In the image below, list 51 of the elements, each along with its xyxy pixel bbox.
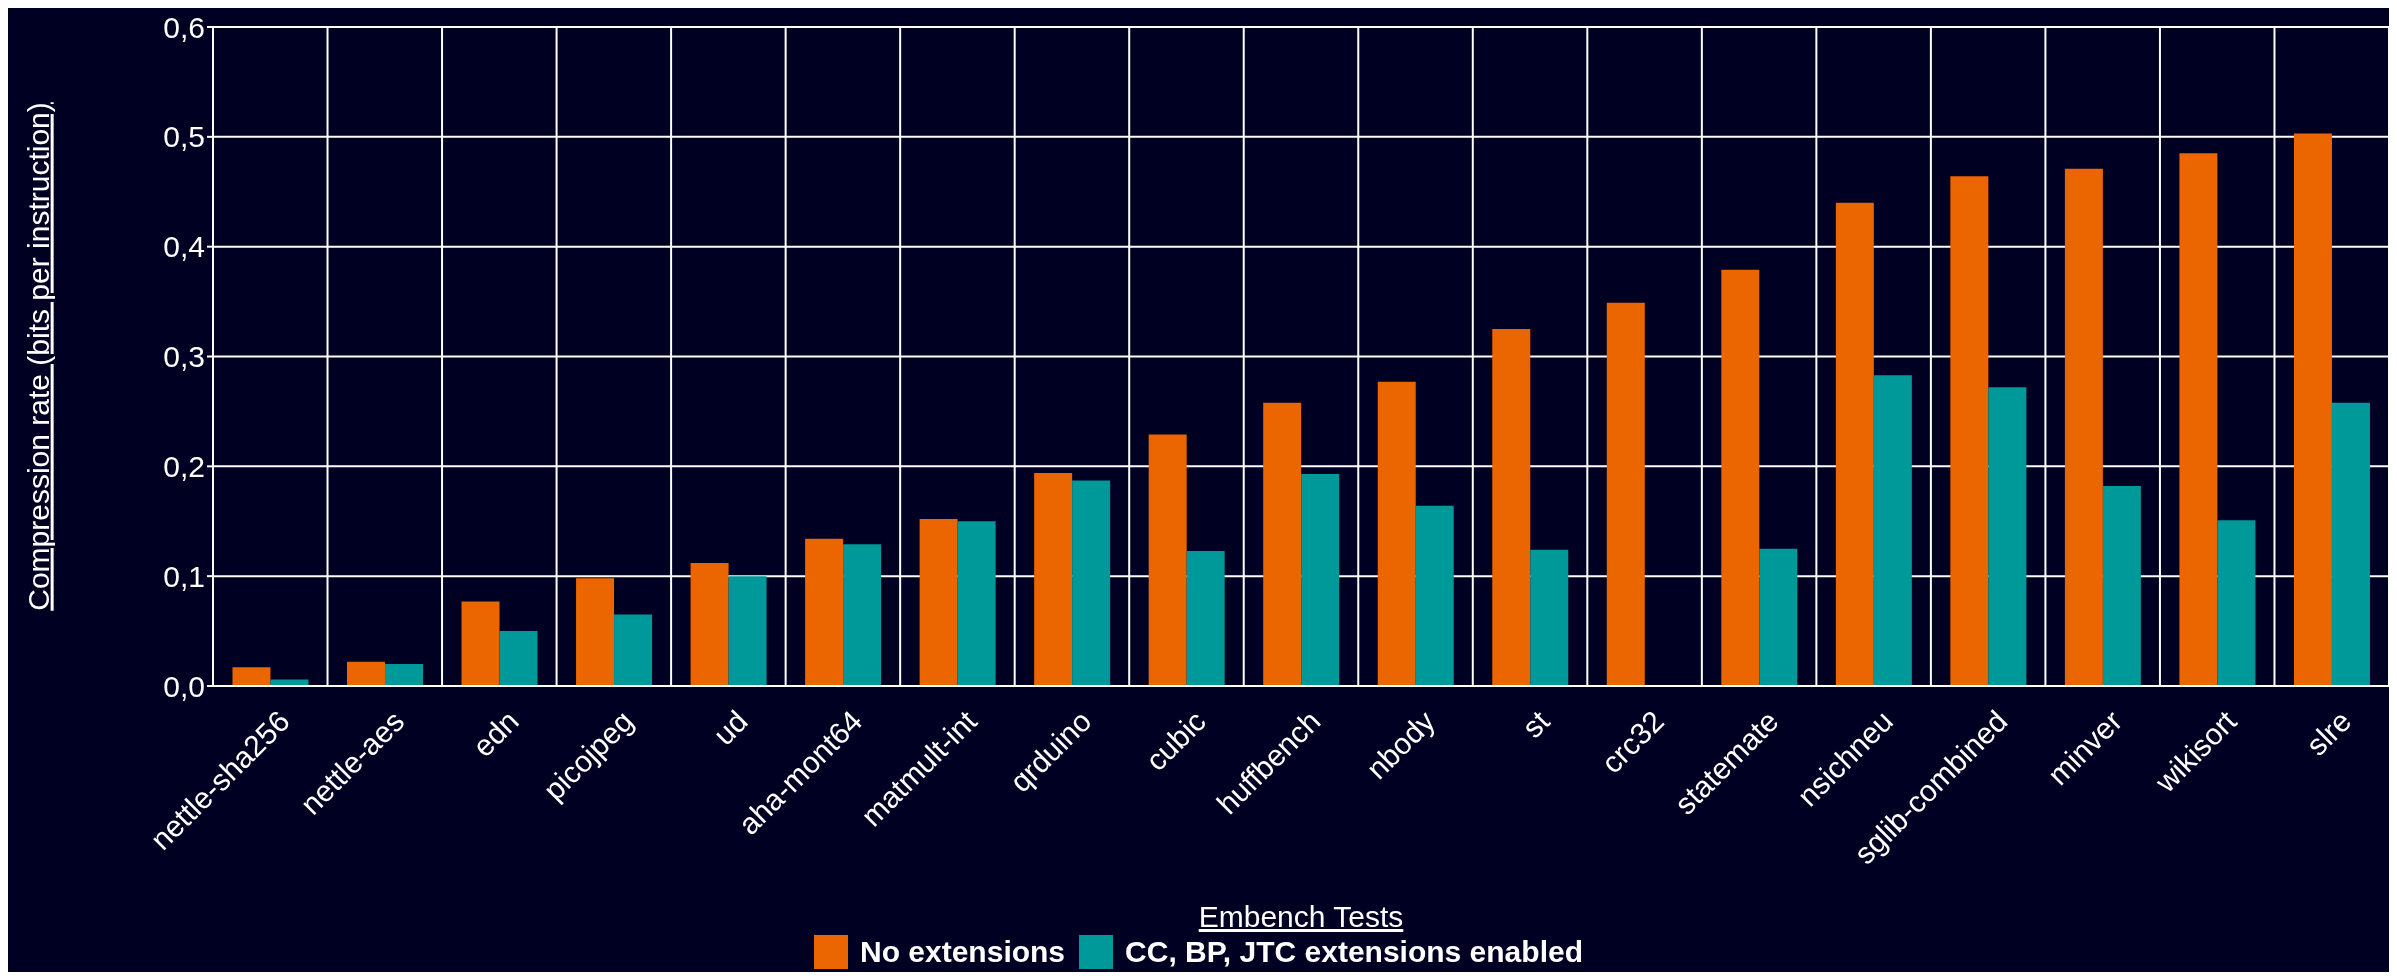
x-tick-label: edn	[466, 704, 525, 763]
bar	[461, 601, 500, 686]
bar	[576, 578, 615, 686]
bar	[1950, 176, 1989, 686]
bar	[1873, 375, 1912, 686]
bar	[1148, 434, 1187, 686]
bar	[1377, 381, 1416, 686]
bar	[2331, 402, 2370, 686]
bar	[347, 661, 385, 686]
bar	[1759, 548, 1798, 686]
bar	[843, 544, 882, 686]
bar	[1034, 472, 1073, 686]
x-tick-label: slre	[2299, 704, 2358, 762]
bar	[2064, 168, 2103, 686]
bar	[728, 576, 767, 686]
bar	[690, 562, 729, 686]
y-tick-label: 0,0	[163, 669, 205, 703]
bar	[1988, 387, 2027, 686]
bar	[2102, 486, 2141, 686]
legend-label: No extensions	[860, 935, 1066, 969]
y-tick-label: 0,5	[163, 120, 205, 154]
bar	[919, 519, 958, 686]
y-tick-label: 0,2	[163, 449, 205, 483]
bar	[805, 538, 844, 686]
bar	[499, 631, 538, 686]
y-axis-title: Compression rate (bits per instruction)	[21, 102, 55, 611]
bar	[1186, 550, 1225, 686]
bar	[1301, 474, 1340, 686]
bar	[385, 664, 423, 686]
bar	[232, 667, 271, 686]
bar	[270, 679, 309, 686]
bar	[1835, 202, 1874, 686]
bar	[2217, 520, 2256, 686]
bar	[1606, 302, 1645, 686]
bar	[2179, 153, 2218, 686]
bar	[1263, 402, 1302, 686]
y-tick-label: 0,3	[163, 340, 205, 374]
bar	[1492, 329, 1531, 686]
bar	[1072, 480, 1111, 686]
x-tick-label: st	[1515, 703, 1557, 745]
bar	[1530, 549, 1569, 686]
y-tick-label: 0,4	[163, 230, 205, 264]
legend-label: CC, BP, JTC extensions enabled	[1125, 935, 1583, 969]
bar	[614, 614, 653, 686]
bar	[1721, 269, 1760, 686]
bar	[1415, 505, 1454, 686]
y-tick-label: 0,1	[163, 559, 205, 593]
y-tick-label: 0,6	[163, 10, 205, 44]
x-axis-title: Embench Tests	[1197, 900, 1405, 934]
bar	[957, 521, 996, 686]
bar	[2293, 133, 2332, 686]
